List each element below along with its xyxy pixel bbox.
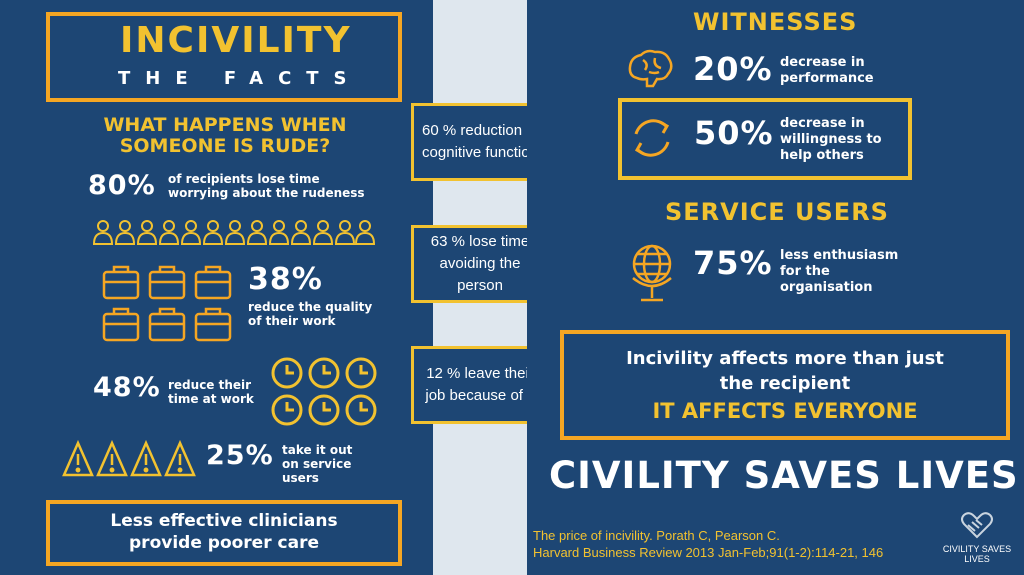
stat-48-line-1: reduce their bbox=[168, 378, 252, 392]
clinicians-line-2: provide poorer care bbox=[129, 533, 319, 553]
everyone-line-3: IT AFFECTS EVERYONE bbox=[652, 399, 918, 423]
witness-50-line-2: willingness to bbox=[780, 132, 882, 147]
citation-line-1: The price of incivility. Porath C, Pears… bbox=[533, 528, 780, 543]
page-subtitle: THE FACTS bbox=[118, 68, 362, 89]
civility-slogan: CIVILITY SAVES LIVES bbox=[549, 454, 1019, 497]
clinicians-box: Less effective clinicians provide poorer… bbox=[46, 500, 402, 566]
brain-icon bbox=[627, 48, 675, 94]
refresh-icon bbox=[630, 112, 674, 168]
witness-20-line-2: performance bbox=[780, 71, 874, 86]
stat-48-desc: reduce their time at work bbox=[168, 378, 254, 406]
stat-38-value: 38% bbox=[248, 262, 323, 297]
clock-icon-grid bbox=[270, 356, 382, 432]
everyone-line-2: the recipient bbox=[719, 373, 851, 394]
logo-line-1: CIVILITY SAVES bbox=[942, 544, 1012, 554]
stat-48-value: 48% bbox=[93, 372, 161, 403]
logo-line-2: LIVES bbox=[964, 554, 990, 564]
question-line-2: SOMEONE IS RUDE? bbox=[119, 135, 331, 157]
citation-line-2: Harvard Business Review 2013 Jan-Feb;91(… bbox=[533, 545, 884, 560]
stat-38-line-2: of their work bbox=[248, 314, 336, 328]
witness-50-desc: decrease in willingness to help others bbox=[780, 116, 882, 164]
stat-80-desc: of recipients lose time worrying about t… bbox=[168, 172, 365, 200]
stat-25-desc: take it out on service users bbox=[282, 443, 352, 485]
globe-icon bbox=[629, 240, 675, 310]
citation: The price of incivility. Porath C, Pears… bbox=[533, 527, 883, 561]
question-line-1: WHAT HAPPENS WHEN bbox=[103, 114, 347, 136]
warning-icon-row bbox=[62, 439, 198, 482]
callout-leave-job: 12 % leave their job because of it bbox=[411, 346, 549, 424]
stat-80-value: 80% bbox=[88, 170, 156, 201]
service-users-heading: SERVICE USERS bbox=[665, 198, 889, 226]
warning-icon bbox=[62, 439, 196, 477]
stat-38-desc: reduce the quality of their work bbox=[248, 300, 372, 328]
everyone-box: Incivility affects more than just the re… bbox=[560, 330, 1010, 440]
clock-icon bbox=[271, 357, 377, 426]
page-title: INCIVILITY bbox=[120, 20, 352, 61]
briefcase-icon bbox=[102, 265, 232, 342]
stat-25-value: 25% bbox=[206, 440, 274, 471]
stat-48-line-2: time at work bbox=[168, 392, 254, 406]
briefcase-icon-grid bbox=[100, 264, 240, 348]
clinicians-line-1: Less effective clinicians bbox=[110, 511, 338, 531]
people-icon-row bbox=[93, 218, 375, 246]
witness-20-line-1: decrease in bbox=[780, 55, 865, 70]
witness-20-value: 20% bbox=[693, 50, 773, 88]
witness-20-desc: decrease in performance bbox=[780, 55, 874, 87]
hands-heart-icon bbox=[961, 512, 993, 539]
witness-50-box: 50% decrease in willingness to help othe… bbox=[618, 98, 912, 180]
everyone-text: Incivility affects more than just the re… bbox=[564, 346, 1006, 424]
service-75-line-1: less enthusiasm bbox=[780, 248, 899, 263]
question-heading: WHAT HAPPENS WHEN SOMEONE IS RUDE? bbox=[96, 115, 354, 157]
title-box: INCIVILITY THE FACTS bbox=[46, 12, 402, 102]
clinicians-text: Less effective clinicians provide poorer… bbox=[50, 510, 398, 554]
stat-25-line-1: take it out bbox=[282, 443, 353, 457]
service-75-line-2: for the bbox=[780, 264, 830, 279]
witness-50-value: 50% bbox=[694, 114, 774, 152]
service-75-line-3: organisation bbox=[780, 280, 873, 295]
stat-80-line-2: worrying about the rudeness bbox=[168, 186, 365, 200]
person-icon bbox=[93, 220, 375, 245]
stat-38-line-1: reduce the quality bbox=[248, 300, 373, 314]
left-infographic-panel: INCIVILITY THE FACTS WHAT HAPPENS WHEN S… bbox=[0, 0, 433, 575]
callout-cognitive: 60 % reduction in cognitive function bbox=[411, 103, 549, 181]
stat-25-line-3: users bbox=[282, 471, 319, 485]
stat-80-line-1: of recipients lose time bbox=[168, 172, 320, 186]
witness-50-line-1: decrease in bbox=[780, 116, 865, 131]
stat-25-line-2: on service bbox=[282, 457, 352, 471]
right-infographic-panel: WITNESSES 20% decrease in performance 50… bbox=[527, 0, 1024, 575]
witness-50-line-3: help others bbox=[780, 148, 864, 163]
witnesses-heading: WITNESSES bbox=[693, 8, 858, 36]
service-75-value: 75% bbox=[693, 244, 773, 282]
civility-logo: CIVILITY SAVES LIVES bbox=[935, 510, 1019, 564]
service-75-desc: less enthusiasm for the organisation bbox=[780, 248, 898, 296]
everyone-line-1: Incivility affects more than just bbox=[626, 348, 944, 369]
